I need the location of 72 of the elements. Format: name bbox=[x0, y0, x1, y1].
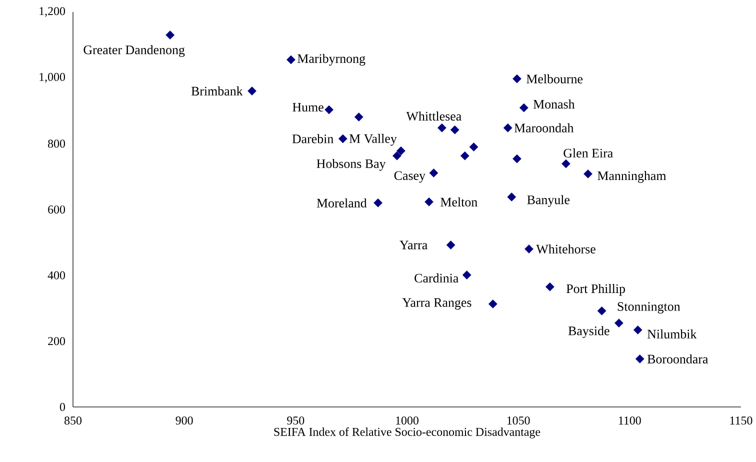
annotation: Maribyrnong bbox=[298, 54, 366, 66]
point bbox=[469, 142, 478, 152]
annotation: Stonnington bbox=[618, 302, 680, 314]
point bbox=[324, 105, 334, 114]
annotation: Greater Dandenong bbox=[84, 45, 185, 57]
x-tick-label: 1100 bbox=[618, 416, 641, 425]
x-tick-label: 1150 bbox=[730, 416, 752, 425]
point bbox=[512, 74, 522, 84]
point bbox=[166, 30, 174, 40]
annotation: Port Phillip bbox=[566, 284, 625, 296]
y-tick-label: 400 bbox=[48, 271, 66, 280]
point bbox=[248, 86, 256, 96]
point bbox=[446, 240, 456, 250]
point bbox=[562, 159, 570, 168]
point bbox=[392, 151, 402, 160]
annotation: Whittlesea bbox=[406, 111, 462, 121]
point bbox=[519, 103, 528, 112]
y-tick-label: 0 bbox=[60, 402, 66, 412]
annotation: Glen Eira bbox=[564, 148, 613, 158]
annotation: Banyule bbox=[527, 195, 570, 207]
point bbox=[545, 282, 554, 292]
annotation: Melbourne bbox=[526, 74, 583, 84]
point bbox=[584, 170, 592, 178]
point bbox=[507, 192, 516, 202]
y-tick-label: 1,000 bbox=[40, 72, 66, 83]
annotation: Brimbank bbox=[191, 86, 243, 96]
annotation: Maroondah bbox=[514, 123, 574, 132]
point bbox=[429, 168, 438, 178]
annotation: Yarra bbox=[400, 240, 428, 250]
y-tick-label: 200 bbox=[48, 337, 66, 346]
point bbox=[633, 326, 642, 334]
y-tick-label: 600 bbox=[48, 205, 66, 214]
annotation: M Valley bbox=[349, 134, 397, 146]
annotation: Bayside bbox=[568, 326, 610, 338]
annotation: Nilumbik bbox=[647, 329, 697, 339]
x-axis-title: SEIFA Index of Relative Socio-economic Disadvantage bbox=[274, 427, 540, 438]
annotation: Whitehorse bbox=[536, 244, 596, 254]
point bbox=[286, 55, 296, 64]
point bbox=[424, 198, 434, 206]
y-tick-label: 1,200 bbox=[40, 7, 66, 17]
x-tick-label: 900 bbox=[176, 416, 193, 425]
annotation: Manningham bbox=[598, 171, 666, 183]
x-tick-label: 950 bbox=[287, 416, 304, 425]
annotation: Hume bbox=[292, 102, 324, 112]
annotation: Cardinia bbox=[414, 273, 459, 283]
point bbox=[374, 198, 382, 208]
point bbox=[354, 112, 364, 122]
point bbox=[597, 306, 606, 316]
annotation: Casey bbox=[394, 171, 426, 183]
point bbox=[338, 134, 348, 144]
point bbox=[512, 154, 522, 164]
annotation: Hobsons Bay bbox=[316, 158, 386, 171]
annotation: Melton bbox=[440, 197, 478, 206]
point bbox=[462, 270, 472, 280]
x-tick-label: 1050 bbox=[507, 416, 530, 425]
point bbox=[635, 354, 644, 364]
point bbox=[524, 244, 534, 254]
point bbox=[488, 300, 498, 308]
point bbox=[396, 146, 406, 156]
x-tick-label: 850 bbox=[64, 416, 82, 425]
y-tick-label: 800 bbox=[48, 140, 66, 148]
annotation: Boroondara bbox=[647, 354, 708, 364]
point bbox=[438, 123, 446, 132]
x-tick-label: 1000 bbox=[396, 416, 418, 425]
point bbox=[503, 123, 512, 132]
annotation: Monash bbox=[533, 99, 575, 109]
annotation: Yarra Ranges bbox=[402, 298, 472, 310]
annotation: Darebin bbox=[292, 134, 334, 144]
point bbox=[460, 151, 470, 160]
point bbox=[450, 125, 460, 134]
point bbox=[614, 318, 624, 328]
annotation: Moreland bbox=[316, 198, 367, 208]
